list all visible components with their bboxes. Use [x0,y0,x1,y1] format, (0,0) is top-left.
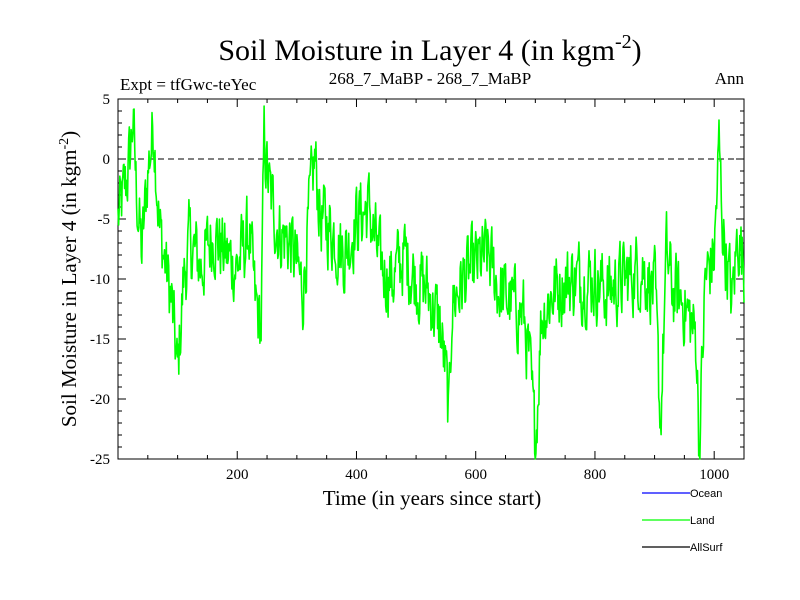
x-axis-label: Time (in years since start) [323,486,542,510]
y-axis-label: Soil Moisture in Layer 4 (in kgm-2) [57,131,81,427]
x-tick-label: 400 [345,467,368,483]
y-tick-label: -20 [90,392,110,408]
y-tick-label: 5 [103,92,111,108]
plot-area: 5 0 -5 -10 -15 -20 -25 200 400 600 800 1000 [90,92,745,483]
y-tick-label: -5 [98,212,111,228]
legend-label-ocean: Ocean [690,488,722,500]
chart-title: Soil Moisture in Layer 4 (in kgm-2) [218,31,641,67]
x-tick-label: 600 [464,467,487,483]
subtitle-center: 268_7_MaBP - 268_7_MaBP [329,69,531,88]
subtitle-right: Ann [715,69,745,88]
y-tick-label: -25 [90,452,110,468]
legend-label-land: Land [690,515,714,527]
x-tick-label: 200 [226,467,249,483]
legend-label-allsurf: AllSurf [690,542,723,554]
subtitle-left: Expt = tfGwc-teYec [120,75,257,94]
legend: Ocean Land AllSurf [642,488,723,554]
x-tick-label: 800 [584,467,607,483]
land-series-line [117,105,745,460]
y-tick-label: -15 [90,332,110,348]
x-tick-label: 1000 [699,467,729,483]
y-tick-label: -10 [90,272,110,288]
y-tick-label: 0 [103,152,111,168]
